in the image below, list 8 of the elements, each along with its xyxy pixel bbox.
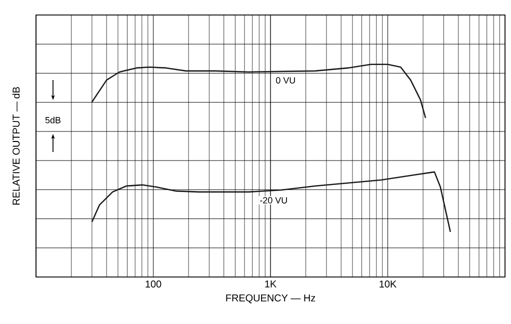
series-label: 0 VU	[276, 77, 295, 84]
x-axis-title: FREQUENCY — Hz	[226, 294, 316, 304]
annotation: 5dB	[45, 116, 61, 124]
x-tick-label: 10K	[380, 280, 397, 288]
x-tick-label: 1K	[265, 280, 276, 288]
x-tick-label: 100	[146, 280, 162, 288]
series-label: -20 VU	[260, 197, 287, 204]
y-axis-title: RELATIVE OUTPUT — dB	[12, 87, 20, 205]
